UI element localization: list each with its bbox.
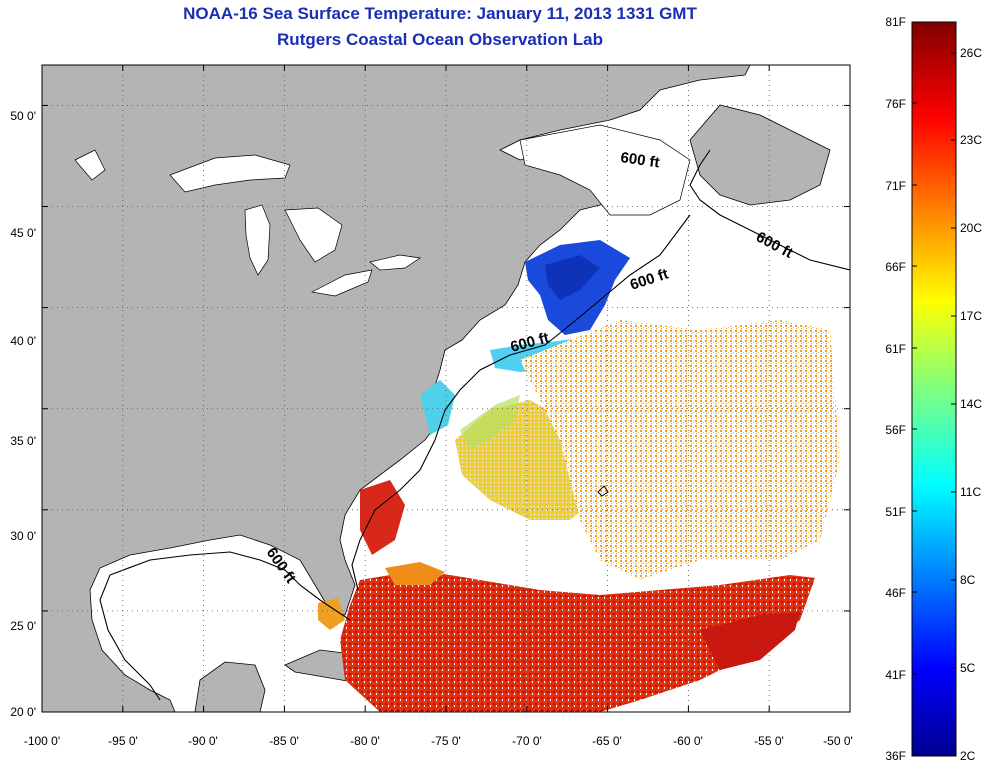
y-axis-labels: 50 0' 45 0' 40 0' 35 0' 30 0' 25 0' 20 0… <box>10 109 36 719</box>
contour-label-1: 600 ft <box>619 149 660 171</box>
lake-michigan <box>244 204 271 276</box>
colorbar-f-label: 66F <box>885 260 906 274</box>
colorbar-f-label: 51F <box>885 505 906 519</box>
colorbar-c-label: 20C <box>960 221 982 235</box>
contour-loop <box>597 485 609 497</box>
colorbar-c-label: 2C <box>960 749 976 763</box>
lake-winnipeg <box>74 149 106 181</box>
x-tick-label: -55 0' <box>754 734 784 748</box>
land-newfoundland <box>689 104 831 206</box>
sst-orange-bahamas <box>385 562 445 585</box>
x-tick-label: -75 0' <box>431 734 461 748</box>
y-tick-label: 45 0' <box>10 226 36 240</box>
map-subtitle: Rutgers Coastal Ocean Observation Lab <box>277 30 603 49</box>
colorbar-c-label: 11C <box>960 485 981 499</box>
y-tick-label: 20 0' <box>10 705 36 719</box>
x-tick-label: -95 0' <box>108 734 138 748</box>
y-tick-label: 40 0' <box>10 334 36 348</box>
colorbar-gradient <box>911 21 957 757</box>
sst-cold-inner <box>545 255 600 300</box>
sst-cyan-coast <box>420 380 455 435</box>
colorbar-c-label: 14C <box>960 397 982 411</box>
colorbar-f-label: 61F <box>885 342 906 356</box>
colorbar-f-label: 71F <box>885 179 906 193</box>
colorbar-c-label: 17C <box>960 309 982 323</box>
colorbar-f-label: 56F <box>885 423 906 437</box>
sst-green-band <box>460 395 520 450</box>
sst-warm-south <box>340 570 815 712</box>
y-tick-label: 35 0' <box>10 434 36 448</box>
x-tick-label: -85 0' <box>269 734 299 748</box>
contour-600ft <box>99 149 850 701</box>
colorbar-f-label: 81F <box>885 15 906 29</box>
x-tick-label: -70 0' <box>512 734 542 748</box>
colorbar: 81F 76F 71F 66F 61F 56F 51F 46F 41F 36F … <box>885 15 982 763</box>
axis-ticks <box>41 65 851 713</box>
land-yucatan <box>194 661 266 712</box>
y-tick-label: 50 0' <box>10 109 36 123</box>
sst-warm-southeast <box>700 612 800 670</box>
sst-warm-gulfstream <box>360 480 405 555</box>
lake-superior <box>169 154 291 193</box>
x-tick-label: -80 0' <box>350 734 380 748</box>
y-tick-label: 30 0' <box>10 529 36 543</box>
lake-erie <box>310 269 373 297</box>
map-area: 600 ft 600 ft 600 ft 600 ft 600 ft <box>42 65 850 712</box>
lake-ontario <box>369 254 421 271</box>
map-title: NOAA-16 Sea Surface Temperature: January… <box>183 4 697 23</box>
gulf-st-lawrence <box>519 124 691 216</box>
colorbar-c-label: 26C <box>960 46 982 60</box>
x-tick-label: -90 0' <box>188 734 218 748</box>
sst-orange-scatter <box>520 320 840 580</box>
y-tick-label: 25 0' <box>10 619 36 633</box>
x-tick-label: -50 0' <box>823 734 853 748</box>
colorbar-f-label: 76F <box>885 97 906 111</box>
x-tick-label: -100 0' <box>24 734 60 748</box>
colorbar-f-label: 46F <box>885 586 906 600</box>
colorbar-c-label: 23C <box>960 133 982 147</box>
x-axis-labels: -100 0' -95 0' -90 0' -85 0' -80 0' -75 … <box>24 734 853 748</box>
x-tick-label: -60 0' <box>673 734 703 748</box>
colorbar-f-label: 41F <box>885 668 906 682</box>
colorbar-c-label: 8C <box>960 573 976 587</box>
colorbar-f-label: 36F <box>885 749 906 763</box>
colorbar-c-label: 5C <box>960 661 976 675</box>
sst-orange-florida-keys <box>318 598 345 630</box>
lake-huron <box>284 207 343 263</box>
x-tick-label: -65 0' <box>592 734 622 748</box>
